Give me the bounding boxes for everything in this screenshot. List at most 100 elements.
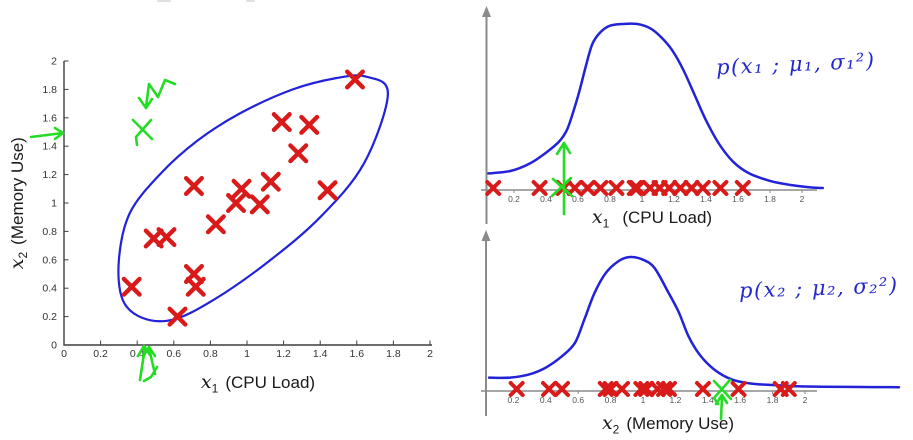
rug-x-marker — [734, 180, 751, 196]
x-tick-label: 0.8 — [604, 194, 616, 204]
scatter-left-arrowhead — [53, 126, 65, 141]
y-tick-label: 2 — [51, 56, 57, 68]
data-point-x-marker — [249, 194, 270, 215]
scatter-bottom-arrowhead-1 — [136, 344, 152, 358]
x-tick-label: 1.8 — [767, 395, 779, 405]
scatter-points-group — [121, 69, 365, 327]
x-tick-label: 1.2 — [669, 395, 681, 405]
rug-x-marker — [629, 180, 646, 196]
math-x: x — [601, 412, 613, 434]
data-point-x-marker — [288, 143, 309, 164]
x-tick-label: 0.2 — [508, 194, 520, 204]
arrowhead — [482, 6, 491, 17]
math-x: x — [5, 258, 28, 270]
x-tick-label: 0.2 — [507, 395, 519, 405]
y-tick-label: 0.2 — [42, 311, 57, 323]
xaxis-title-text: (CPU Load) — [622, 208, 713, 227]
math-x: x — [591, 206, 603, 228]
x-tick-label: 1 — [244, 348, 250, 360]
data-point-x-marker — [317, 180, 338, 201]
rug-x-marker — [541, 381, 558, 397]
x-tick-label: 0.6 — [166, 348, 181, 360]
x-tick-label: 0.2 — [93, 348, 108, 360]
scatter-xaxis-title: x1 (CPU Load) — [158, 371, 358, 395]
scatter-bottom-hook — [142, 365, 159, 383]
rug-x-marker — [683, 180, 700, 196]
yaxis-title-text: (Memory Use) — [7, 137, 27, 245]
rug-marks-group — [508, 381, 797, 397]
px2-xaxis-title: x2 (Memory Use) — [568, 412, 768, 436]
x-tick-label: 0.8 — [203, 348, 218, 360]
px2-up-arrowhead — [714, 393, 729, 406]
math-sub: 2 — [612, 422, 620, 437]
rug-x-marker — [661, 180, 678, 196]
rug-x-marker — [579, 180, 596, 196]
scatter-yaxis-title: x2 (Memory Use) — [6, 83, 30, 323]
rug-x-marker — [633, 381, 650, 397]
rug-x-marker — [712, 180, 729, 196]
cropped-text-remnant — [157, 0, 171, 2]
x-tick-label: 1.8 — [386, 348, 401, 360]
data-point-x-marker — [231, 178, 252, 199]
scatter-axes — [63, 61, 432, 346]
px1-up-arrowhead — [555, 141, 572, 156]
rug-x-marker — [554, 381, 570, 397]
rug-x-marker — [694, 180, 711, 196]
scatter-ticks: 0 0.2 0.4 0.6 0.8 1 1.2 1.4 1.6 1.8 200.20.40.60.8… — [42, 56, 433, 361]
x-tick-label: 0 — [61, 348, 67, 360]
x-tick-label: 0.4 — [540, 194, 552, 204]
x-tick-label: 1.4 — [700, 194, 712, 204]
math-sub: 1 — [602, 216, 610, 231]
x-tick-label: 0.8 — [605, 395, 617, 405]
data-point-x-marker — [344, 69, 365, 90]
rug-x-marker — [660, 381, 677, 397]
px2-up-arrow — [719, 394, 724, 421]
x-tick-label: 2 — [427, 348, 433, 360]
rug-x-marker — [656, 381, 673, 397]
math-sub: 1 — [211, 381, 219, 396]
y-tick-label: 1.2 — [42, 169, 57, 181]
xaxis-title-text: (CPU Load) — [225, 373, 316, 392]
data-point-x-marker — [226, 193, 247, 213]
px1-xaxis-title: x1 (CPU Load) — [552, 206, 752, 230]
data-point-x-marker — [156, 227, 177, 248]
arrowhead — [481, 230, 491, 241]
y-tick-label: 1.6 — [42, 112, 57, 124]
ticks: 0.2 0.4 0.6 0.8 1 1.2 1.4 1.6 1.8 2 — [508, 190, 805, 204]
x-tick-label: 0.6 — [572, 194, 584, 204]
scatter-plot: 0 0.2 0.4 0.6 0.8 1 1.2 1.4 1.6 1.8 200.20.40.60.8… — [42, 56, 433, 361]
x-tick-label: 2 — [803, 395, 808, 405]
x-tick-label: 1.2 — [276, 348, 291, 360]
scatter-zigzag-arrowhead — [137, 96, 154, 110]
math-x: x — [200, 371, 212, 393]
gaussian-contour-ellipse — [117, 74, 390, 323]
y-tick-label: 0 — [51, 340, 57, 352]
x-tick-label: 2 — [800, 194, 805, 204]
rug-x-marker — [694, 381, 711, 397]
rug-x-marker — [508, 381, 525, 397]
y-tick-label: 1.4 — [42, 141, 57, 153]
rug-marks-group — [485, 180, 751, 196]
scatter-bottom-arrow-1 — [138, 345, 147, 382]
x-tick-label: 1 — [640, 194, 645, 204]
scatter-zigzag-arrow — [144, 78, 177, 109]
rug-x-marker — [730, 381, 747, 397]
y-tick-label: 0.4 — [42, 283, 57, 295]
x-tick-label: 0.4 — [540, 395, 552, 405]
scatter-bottom-arrowhead-2 — [141, 345, 157, 359]
scatter-left-arrow — [29, 131, 65, 139]
scatter-green-x-stroke-2 — [134, 118, 153, 147]
rug-x-marker — [608, 180, 625, 196]
y-tick-label: 0.6 — [42, 254, 57, 266]
rug-x-marker — [531, 180, 548, 196]
y-tick-label: 0.8 — [42, 226, 57, 238]
rug-x-marker — [672, 180, 689, 196]
data-point-x-marker — [271, 112, 292, 133]
rug-x-marker — [780, 381, 797, 397]
rug-x-marker — [602, 381, 619, 397]
x-tick-label: 1.6 — [732, 194, 744, 204]
data-point-x-marker — [260, 171, 281, 192]
gaussian-density-curve — [487, 255, 901, 389]
